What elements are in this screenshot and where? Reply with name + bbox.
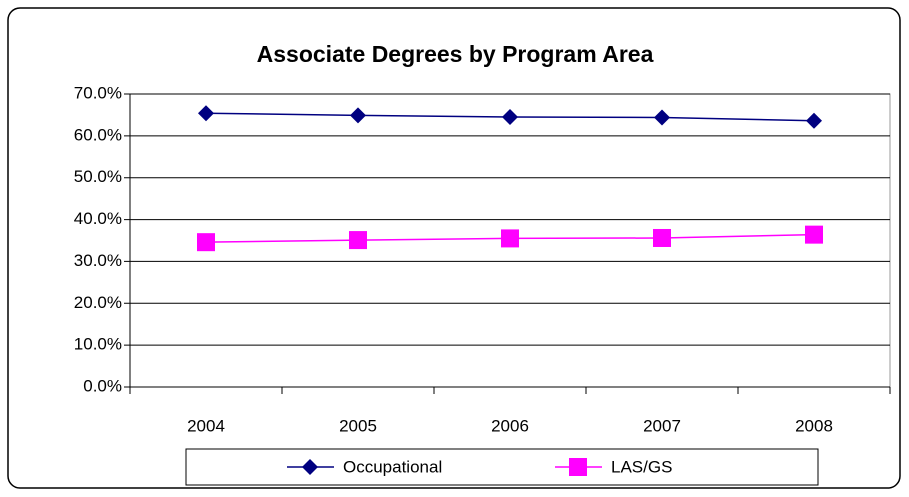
- marker: [302, 459, 318, 475]
- marker: [502, 109, 518, 126]
- y-tick-label: 0.0%: [83, 376, 122, 395]
- y-tick-label: 70.0%: [74, 83, 122, 102]
- marker: [806, 112, 822, 129]
- x-tick-label: 2008: [795, 416, 833, 435]
- chart-title: Associate Degrees by Program Area: [257, 41, 654, 67]
- marker: [349, 231, 367, 250]
- x-tick-label: 2004: [187, 416, 225, 435]
- marker: [653, 228, 671, 247]
- y-tick-label: 50.0%: [74, 167, 122, 186]
- y-tick-label: 60.0%: [74, 125, 122, 144]
- legend-label: LAS/GS: [611, 457, 672, 476]
- chart-border: [7, 7, 901, 489]
- y-tick-label: 20.0%: [74, 293, 122, 312]
- legend-box: [185, 448, 819, 486]
- marker: [654, 109, 670, 126]
- marker: [197, 233, 215, 252]
- x-tick-label: 2006: [491, 416, 529, 435]
- marker: [805, 225, 823, 244]
- legend-label: Occupational: [343, 457, 442, 476]
- x-tick-label: 2007: [643, 416, 681, 435]
- y-tick-label: 10.0%: [74, 335, 122, 354]
- y-tick-label: 40.0%: [74, 209, 122, 228]
- marker: [569, 458, 587, 476]
- y-tick-label: 30.0%: [74, 251, 122, 270]
- marker: [350, 107, 366, 124]
- x-tick-label: 2005: [339, 416, 377, 435]
- marker: [501, 229, 519, 248]
- marker: [198, 105, 214, 122]
